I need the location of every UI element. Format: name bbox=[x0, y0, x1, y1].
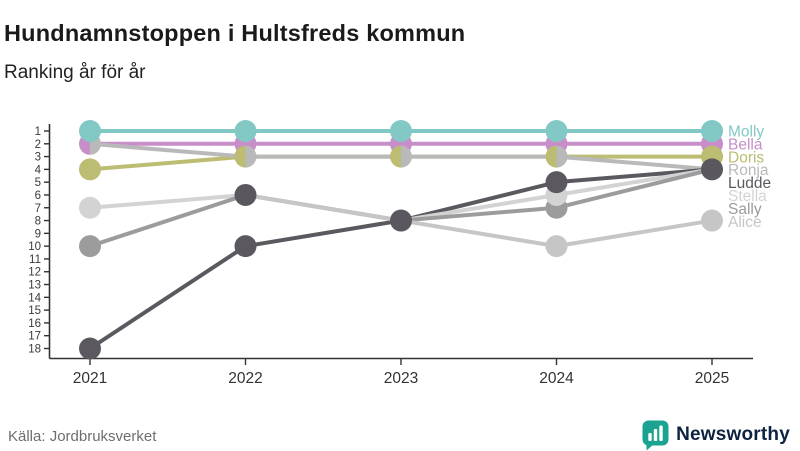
data-point-doris bbox=[234, 145, 246, 168]
chart-subtitle: Ranking år för år bbox=[4, 62, 146, 83]
series-line-ludde bbox=[88, 244, 247, 351]
y-tick-label: 17 bbox=[28, 331, 41, 343]
data-point-ronja bbox=[556, 145, 568, 168]
y-tick-label: 9 bbox=[35, 228, 41, 240]
data-point-ronja bbox=[401, 145, 413, 168]
series-line-doris bbox=[89, 154, 246, 172]
series-line-ludde bbox=[556, 167, 713, 185]
data-point-ronja bbox=[245, 145, 257, 168]
data-point-tie bbox=[234, 183, 257, 206]
series-line-ronja bbox=[556, 154, 713, 172]
series-line-ludde bbox=[245, 218, 402, 249]
series-line-ronja bbox=[89, 141, 246, 159]
data-point-alice bbox=[545, 235, 568, 258]
x-tick-label: 2025 bbox=[695, 370, 729, 387]
series-label-bella: Bella bbox=[728, 136, 763, 153]
y-tick-label: 2 bbox=[35, 139, 41, 151]
data-point-alice bbox=[701, 209, 723, 232]
x-tick-label: 2022 bbox=[228, 370, 262, 387]
series-label-sally: Sally bbox=[728, 201, 762, 218]
data-point-doris bbox=[390, 145, 401, 168]
bar-chart-speech-bubble-icon bbox=[642, 420, 669, 450]
y-tick-label: 10 bbox=[28, 241, 41, 253]
series-line-alice bbox=[556, 218, 713, 249]
data-point-molly bbox=[79, 120, 101, 142]
data-point-molly bbox=[545, 120, 568, 142]
y-tick-label: 4 bbox=[35, 164, 42, 176]
newsworthy-logo: Newsworthy bbox=[642, 420, 790, 450]
data-point-stella bbox=[79, 196, 101, 219]
series-label-doris: Doris bbox=[728, 149, 764, 166]
y-tick-label: 5 bbox=[35, 177, 41, 189]
data-point-ludde bbox=[79, 337, 101, 360]
series-line-sally bbox=[89, 193, 247, 249]
series-label-molly: Molly bbox=[728, 124, 764, 141]
series-line-sally bbox=[400, 205, 557, 223]
brand-name: Newsworthy bbox=[676, 424, 790, 445]
series-line-stella bbox=[556, 167, 713, 197]
y-tick-label: 6 bbox=[35, 190, 41, 202]
y-tick-label: 13 bbox=[28, 280, 41, 292]
series-line-alice bbox=[245, 192, 402, 223]
series-label-stella: Stella bbox=[728, 188, 767, 205]
data-point-molly bbox=[701, 120, 723, 142]
y-tick-label: 12 bbox=[28, 267, 41, 279]
data-point-molly bbox=[390, 120, 412, 142]
y-tick-label: 3 bbox=[35, 152, 41, 164]
source-note: Källa: Jordbruksverket bbox=[8, 428, 157, 445]
y-tick-label: 8 bbox=[35, 216, 41, 228]
page-title: Hundnamnstoppen i Hultsfreds kommun bbox=[4, 19, 466, 46]
x-tick-label: 2021 bbox=[73, 370, 107, 387]
data-point-sally bbox=[79, 235, 101, 258]
data-point-ludde bbox=[234, 235, 257, 258]
series-line-ludde bbox=[400, 180, 557, 223]
y-tick-label: 7 bbox=[35, 203, 41, 215]
x-tick-label: 2023 bbox=[384, 370, 418, 387]
data-point-doris bbox=[79, 158, 101, 181]
data-point-tie bbox=[701, 158, 723, 181]
y-tick-label: 11 bbox=[29, 254, 41, 266]
y-tick-label: 18 bbox=[28, 344, 41, 356]
y-tick-label: 1 bbox=[35, 126, 41, 138]
series-line-stella bbox=[89, 192, 246, 210]
series-line-stella bbox=[400, 192, 557, 223]
y-tick-label: 14 bbox=[28, 292, 41, 304]
data-point-molly bbox=[234, 120, 257, 142]
y-tick-label: 15 bbox=[28, 305, 41, 317]
data-point-doris bbox=[545, 145, 557, 168]
x-tick-label: 2024 bbox=[539, 370, 574, 387]
y-tick-label: 16 bbox=[28, 318, 41, 330]
series-label-ludde: Ludde bbox=[728, 175, 771, 192]
series-line-sally bbox=[556, 167, 713, 210]
series-label-ronja: Ronja bbox=[728, 162, 769, 179]
series-label-alice: Alice bbox=[728, 214, 762, 231]
data-point-tie bbox=[390, 209, 412, 232]
series-line-alice bbox=[400, 218, 557, 249]
data-point-ludde bbox=[545, 171, 568, 194]
